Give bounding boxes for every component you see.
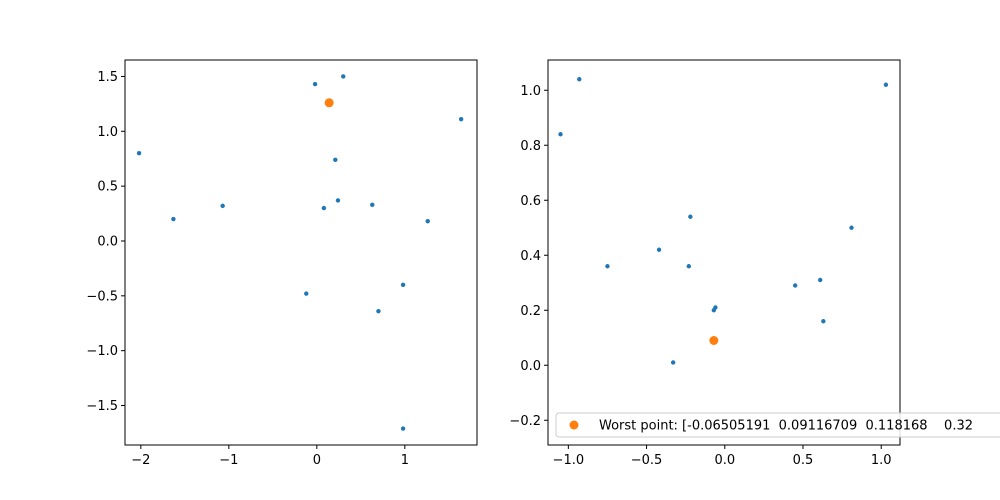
series-1 [136, 74, 464, 431]
x-tick-label: 0.0 [714, 453, 735, 468]
y-tick-label: 0.8 [520, 139, 541, 154]
y-tick-label: 0.2 [520, 304, 541, 319]
data-point [883, 82, 889, 87]
axes-frame [547, 59, 901, 446]
x-tick-label: −2 [131, 453, 150, 468]
data-point [333, 157, 338, 163]
legend-box [555, 412, 1000, 438]
y-tick-label: 0.5 [97, 180, 118, 195]
data-point [171, 216, 176, 222]
data-point [605, 264, 610, 269]
data-point [376, 308, 381, 314]
data-point [312, 81, 318, 87]
y-tick-label: 0.6 [520, 194, 541, 209]
data-point [577, 77, 582, 82]
y-tick-label: 1.0 [520, 84, 541, 99]
x-tick-label: 0.5 [793, 453, 814, 468]
axes-frame [124, 59, 478, 446]
data-point [711, 308, 717, 313]
data-point [686, 264, 691, 269]
x-tick-label: −1.0 [553, 453, 585, 468]
legend-label: Worst point: [-0.06505191 0.09116709 0.1… [599, 419, 973, 434]
y-tick-label: 1.0 [97, 125, 118, 140]
data-point [321, 205, 327, 211]
data-point [425, 219, 430, 224]
data-point [818, 277, 823, 283]
data-point [400, 282, 406, 288]
series-2 [324, 98, 334, 108]
y-tick-label: 0.0 [97, 234, 118, 249]
data-point [341, 74, 346, 79]
legend: Worst point: [-0.06505191 0.09116709 0.1… [555, 412, 1000, 438]
y-tick-label: 1.5 [97, 70, 118, 85]
highlight-point [709, 336, 719, 345]
series-1 [558, 77, 889, 365]
data-point [220, 203, 225, 209]
data-point [849, 225, 854, 230]
data-point [458, 117, 464, 122]
data-point [656, 247, 662, 252]
data-point [558, 132, 563, 137]
y-tick-label: −1.5 [86, 399, 118, 414]
data-point [821, 319, 826, 324]
data-point [136, 151, 142, 156]
data-point [400, 426, 406, 431]
data-point [688, 214, 693, 219]
chart-2: −1.0 −0.5 0.0 0.5 1.0 −0.2 0.0 0.2 0.4 0.6 0.8 1.0 W… [509, 59, 1000, 468]
data-point [792, 283, 798, 288]
data-point [304, 291, 309, 296]
data-point [370, 202, 375, 207]
x-tick-label: −1 [219, 453, 238, 468]
y-tick-label: −0.5 [86, 289, 118, 304]
x-tick-label: 1.0 [871, 453, 892, 468]
x-tick-label: −0.5 [631, 453, 663, 468]
series-2 [709, 336, 719, 345]
x-tick-label: 1 [401, 453, 409, 468]
data-point [335, 198, 341, 203]
data-point [670, 360, 676, 365]
y-tick-label: 0.0 [520, 359, 541, 374]
y-tick-label: 0.4 [520, 249, 541, 264]
y-tick-label: −1.0 [86, 344, 118, 359]
legend-marker [569, 420, 579, 430]
y-tick-label: −0.2 [509, 414, 541, 429]
highlight-point [324, 98, 334, 108]
x-tick-label: 0 [313, 453, 321, 468]
chart-1: −2 −1 0 1 −1.5 −1.0 −0.5 0.0 0.5 1.0 1.5 [86, 59, 478, 468]
